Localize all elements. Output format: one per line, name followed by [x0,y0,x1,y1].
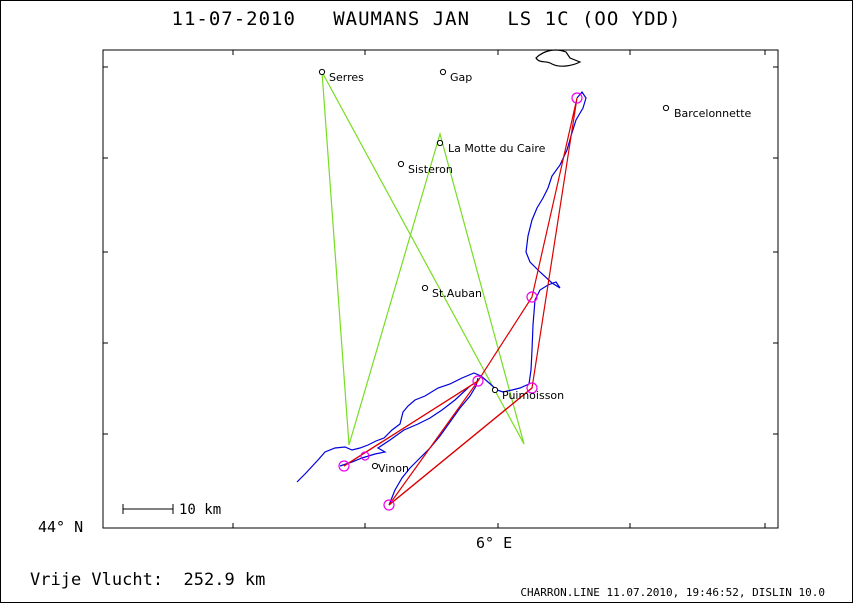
place-label: La Motte du Caire [448,142,546,155]
flight-title: 11-07-2010 WAUMANS JAN LS 1C (OO YDD) [171,8,682,30]
turnpoint-circle [360,451,370,461]
turnpoint-circle [526,382,538,394]
place-label: St.Auban [432,287,482,300]
place-label: Vinon [378,462,409,475]
flight-leg [388,387,533,506]
place-label: Puimoisson [502,389,564,402]
scale-bar [122,504,174,514]
place-marker [491,386,499,394]
scale-bar-label: 10 km [179,502,221,518]
turnpoint-circle [383,499,395,511]
credits-text: CHARRON.LINE 11.07.2010, 19:46:52, DISLI… [520,586,825,599]
place-marker [662,104,670,112]
turnpoint-circle [338,460,350,472]
distance-readout: Vrije Vlucht: 252.9 km [30,570,266,590]
place-label: Serres [329,71,364,84]
place-label: Sisteron [408,163,453,176]
gps-track [296,90,587,483]
task-line [321,71,525,446]
longitude-label: 6° E [476,534,512,552]
axis-ticks [103,50,778,528]
map-plot-area [102,49,779,529]
turnpoint-circle [571,92,583,104]
gps-track-segment [388,377,479,506]
place-marker [439,68,447,76]
turnpoint-circle [526,291,538,303]
place-label: Gap [450,71,472,84]
latitude-label: 44° N [38,518,83,536]
place-marker [436,139,444,147]
turnpoint-circle [472,375,484,387]
place-marker [397,160,405,168]
place-marker [371,462,379,470]
lake-outline [535,49,582,67]
place-label: Barcelonnette [674,107,752,120]
place-marker [318,68,326,76]
place-marker [421,284,429,292]
